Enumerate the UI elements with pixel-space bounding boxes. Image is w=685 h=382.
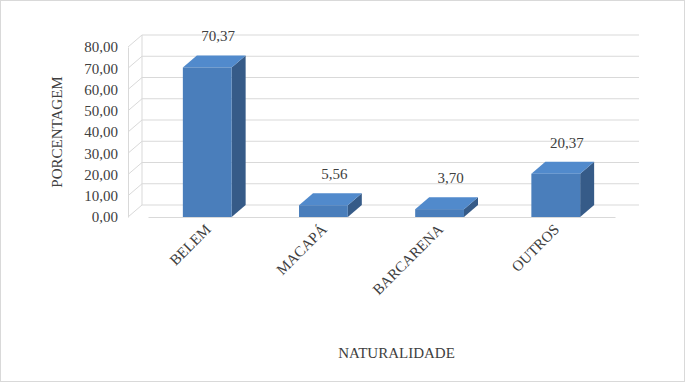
- chart: 0,00 10,00 20,00 30,00 40,00 50,00 60,00 70,00 8…: [0, 0, 685, 382]
- grid: [128, 35, 639, 217]
- bar-top: [531, 162, 594, 174]
- bar-side: [232, 55, 246, 217]
- y-tick-label: 10,00: [84, 188, 118, 204]
- x-axis-line: [149, 217, 616, 218]
- y-tick: 0,00: [92, 209, 128, 225]
- y-tick-label: 30,00: [84, 146, 118, 162]
- data-label: 20,37: [550, 135, 584, 151]
- y-tick: 80,00: [84, 39, 128, 55]
- x-tick-label: OUTROS: [509, 221, 563, 275]
- data-label: 3,70: [437, 170, 463, 186]
- y-axis-title: PORCENTAGEM: [49, 76, 65, 187]
- bar-3d: [531, 162, 594, 217]
- y-tick-label: 40,00: [84, 124, 118, 140]
- bar-3d: [183, 55, 246, 217]
- bar-top: [299, 193, 362, 205]
- y-tick: 10,00: [84, 188, 128, 204]
- bar: [299, 205, 348, 217]
- y-axis-line: [128, 48, 129, 218]
- y-tick: 20,00: [84, 167, 128, 183]
- x-tick-label: BELEM: [167, 221, 214, 268]
- y-tick-label: 80,00: [84, 39, 118, 55]
- x-tick-label: BARCARENA: [369, 221, 446, 298]
- x-tick-label: MACAPÁ: [273, 221, 330, 278]
- bar-3d: [299, 193, 362, 217]
- bars: [183, 55, 594, 217]
- grid-line: [128, 99, 142, 111]
- bar: [415, 209, 464, 217]
- grid-line: [128, 184, 142, 196]
- bar: [183, 67, 232, 217]
- data-labels: 70,37 5,56 3,70 20,37: [201, 28, 584, 186]
- grid-line: [128, 141, 142, 153]
- x-tick: BELEM: [167, 217, 214, 268]
- grid-line: [128, 205, 142, 217]
- grid-line: [128, 56, 142, 68]
- data-label: 5,56: [321, 166, 348, 182]
- x-tick: BARCARENA: [369, 217, 446, 298]
- y-tick: 70,00: [84, 61, 128, 77]
- x-tick: MACAPÁ: [273, 217, 330, 278]
- bar: [531, 174, 580, 217]
- grid-line: [128, 120, 142, 132]
- y-tick-label: 0,00: [92, 209, 118, 225]
- y-tick-label: 60,00: [84, 82, 118, 98]
- bar-3d: [415, 197, 478, 217]
- grid-line: [128, 35, 142, 47]
- y-tick: 60,00: [84, 82, 128, 98]
- y-tick-label: 50,00: [84, 103, 118, 119]
- grid-line: [128, 163, 142, 175]
- y-tick: 30,00: [84, 146, 128, 162]
- data-label: 70,37: [201, 28, 235, 44]
- grid-line: [128, 78, 142, 90]
- x-axis: BELEM MACAPÁ BARCARENA OUTROS: [149, 217, 616, 298]
- y-axis: 0,00 10,00 20,00 30,00 40,00 50,00 60,00 70,00 8…: [84, 39, 128, 225]
- bar-top: [415, 197, 478, 209]
- x-axis-title: NATURALIDADE: [338, 345, 455, 361]
- x-tick: OUTROS: [509, 217, 563, 275]
- y-tick: 40,00: [84, 124, 128, 140]
- y-tick-label: 20,00: [84, 167, 118, 183]
- y-tick-label: 70,00: [84, 61, 118, 77]
- bar-top: [183, 55, 246, 67]
- y-tick: 50,00: [84, 103, 128, 119]
- back-wall-edge: [142, 35, 143, 205]
- frame: [1, 1, 685, 382]
